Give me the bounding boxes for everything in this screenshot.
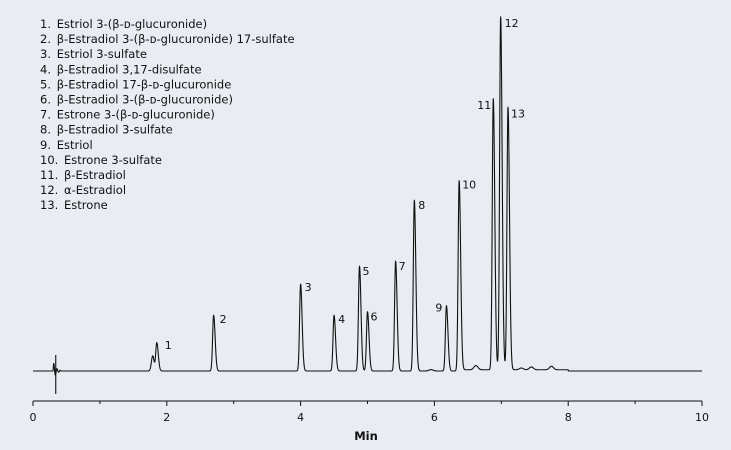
x-axis: 0 2 4 6 8 10 xyxy=(30,400,709,424)
legend-entry-11: 11. β-Estradiol xyxy=(40,168,126,182)
legend-entry-5: 5. β-Estradiol 17-β-ᴅ-glucuronide xyxy=(40,77,231,91)
legend-entry-6: 6. β-Estradiol 3-(β-ᴅ-glucuronide) xyxy=(40,93,233,107)
legend-entry-9: 9. Estriol xyxy=(40,138,93,152)
legend-entry-8: 8. β-Estradiol 3-sulfate xyxy=(40,123,173,137)
x-tick-label-0: 0 xyxy=(30,411,37,424)
legend-entry-10: 10. Estrone 3-sulfate xyxy=(40,153,162,167)
peak-label-10: 10 xyxy=(462,179,476,192)
x-tick-label-4: 4 xyxy=(297,411,304,424)
peak-label-12: 12 xyxy=(505,17,519,30)
peak-label-6: 6 xyxy=(371,311,378,324)
peak-label-3: 3 xyxy=(305,281,312,294)
legend-entry-2: 2. β-Estradiol 3-(β-ᴅ-glucuronide) 17-su… xyxy=(40,32,295,46)
x-tick-label-2: 2 xyxy=(163,411,170,424)
legend-entry-4: 4. β-Estradiol 3,17-disulfate xyxy=(40,62,202,76)
x-tick-label-8: 8 xyxy=(565,411,572,424)
x-axis-title: Min xyxy=(354,429,378,443)
peak-label-8: 8 xyxy=(418,199,425,212)
peak-label-5: 5 xyxy=(363,265,370,278)
peak-label-1: 1 xyxy=(165,339,172,352)
legend: 1. Estriol 3-(β-ᴅ-glucuronide)2. β-Estra… xyxy=(40,17,295,212)
legend-entry-3: 3. Estriol 3-sulfate xyxy=(40,47,147,61)
peak-label-7: 7 xyxy=(399,260,406,273)
legend-entry-13: 13. Estrone xyxy=(40,198,108,212)
chromatogram-trace xyxy=(32,16,703,394)
peak-label-9: 9 xyxy=(435,302,442,315)
peak-label-11: 11 xyxy=(477,99,491,112)
peak-label-13: 13 xyxy=(511,107,525,120)
legend-entry-1: 1. Estriol 3-(β-ᴅ-glucuronide) xyxy=(40,17,207,31)
legend-entry-12: 12. α-Estradiol xyxy=(40,183,126,197)
peak-label-4: 4 xyxy=(338,313,345,326)
legend-entry-7: 7. Estrone 3-(β-ᴅ-glucuronide) xyxy=(40,108,215,122)
peak-label-2: 2 xyxy=(220,313,227,326)
x-tick-label-6: 6 xyxy=(431,411,438,424)
x-tick-label-10: 10 xyxy=(695,411,709,424)
chromatogram-trace-group xyxy=(32,16,703,394)
